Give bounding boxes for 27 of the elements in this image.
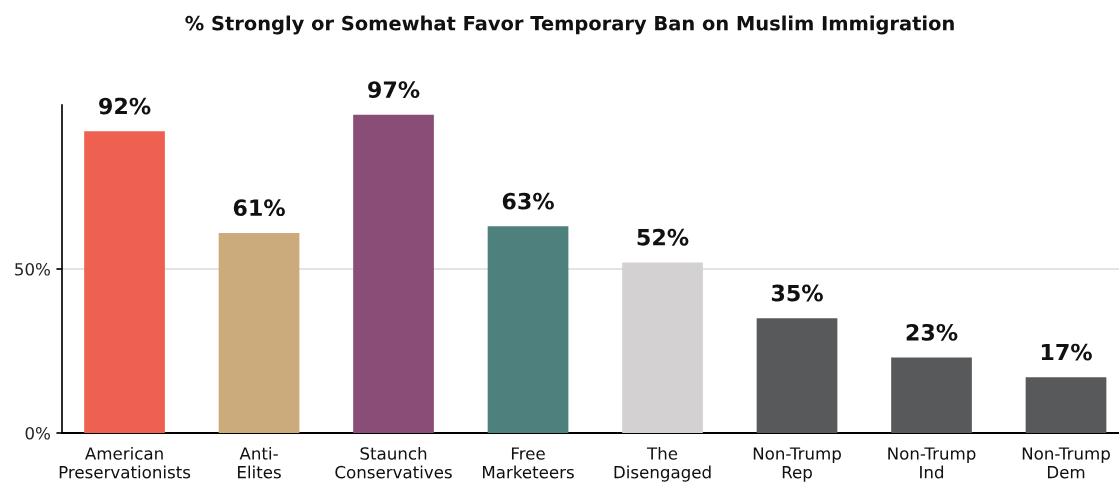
- bar: [487, 226, 569, 433]
- x-tick-label: Free Marketeers: [483, 447, 574, 479]
- bar: [1025, 377, 1107, 433]
- x-tick-label: Staunch Conservatives: [335, 446, 452, 479]
- bar: [756, 318, 838, 433]
- bar: [218, 232, 300, 433]
- data-label: 61%: [233, 199, 285, 217]
- x-tick-label: Non-Trump Dem: [1022, 447, 1110, 479]
- data-label: 23%: [906, 323, 958, 341]
- bar: [622, 262, 703, 433]
- bar: [891, 357, 972, 433]
- x-tick-label: The Disengaged: [614, 446, 711, 482]
- x-tick-label: Non-Trump Ind: [888, 447, 976, 479]
- bar: [353, 114, 434, 433]
- x-tick-label: Anti- Elites: [238, 446, 281, 479]
- y-tick-label: 50%: [15, 262, 50, 276]
- data-label: 35%: [771, 284, 823, 302]
- x-tick-label: Non-Trump Rep: [753, 447, 841, 482]
- data-label: 52%: [637, 228, 689, 246]
- y-tick-label: 0%: [25, 426, 50, 440]
- data-label: 97%: [368, 81, 420, 99]
- data-label: 17%: [1041, 343, 1092, 361]
- data-label: 63%: [502, 192, 554, 210]
- x-tick-label: American Preservationists: [59, 446, 191, 479]
- bar: [84, 131, 165, 433]
- data-label: 92%: [99, 97, 151, 115]
- chart-title: % Strongly or Somewhat Favor Temporary Ban on Muslim Immigration: [185, 15, 954, 35]
